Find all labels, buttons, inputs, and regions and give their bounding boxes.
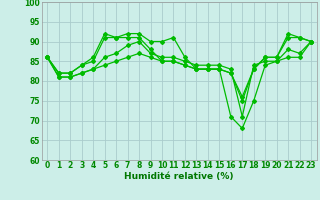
X-axis label: Humidité relative (%): Humidité relative (%) [124,172,234,181]
